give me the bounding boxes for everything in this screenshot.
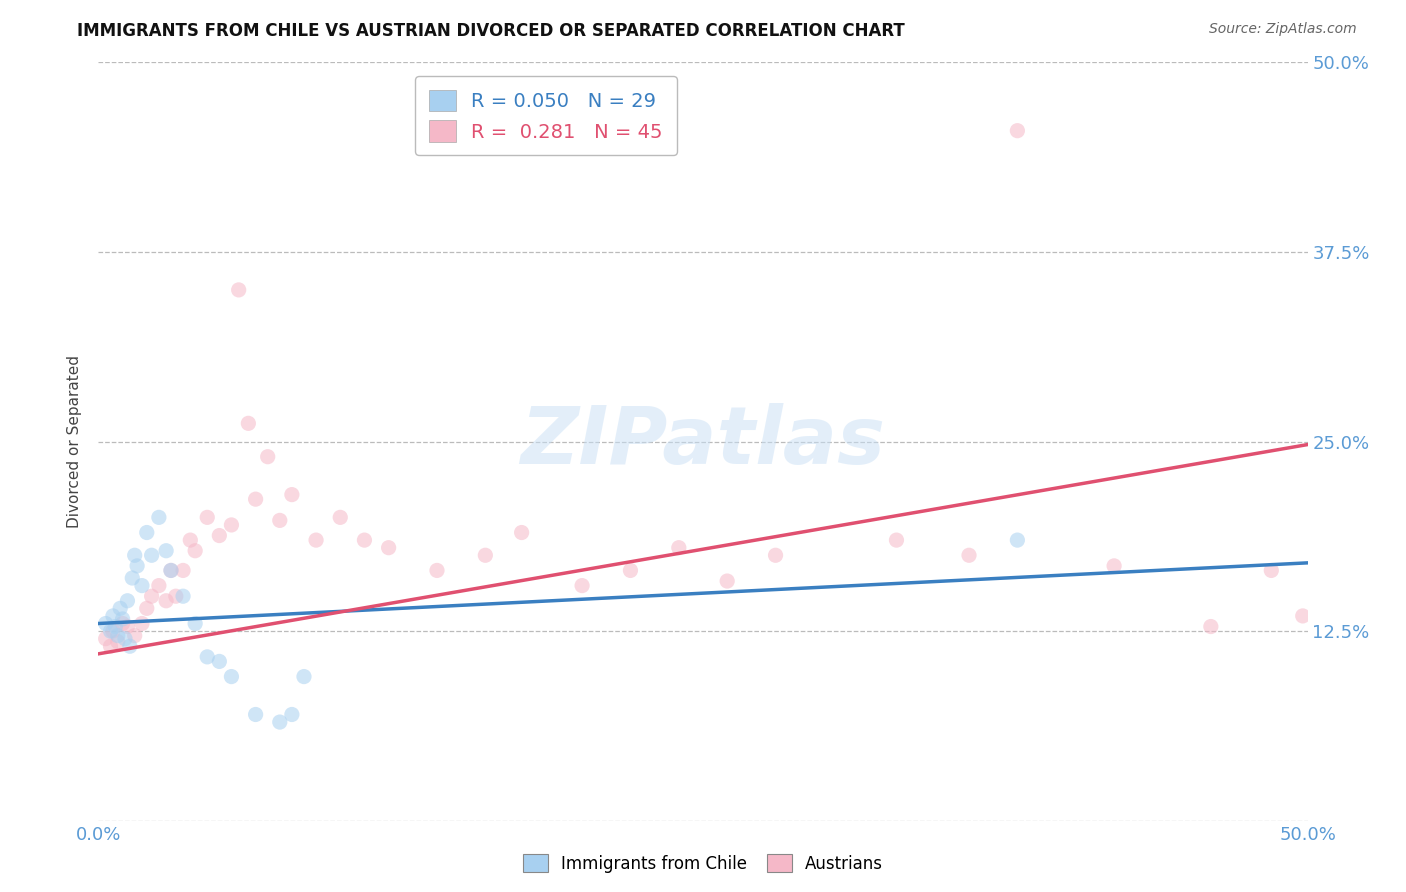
Point	[111, 616, 134, 631]
Y-axis label: Divorced or Separated: Divorced or Separated	[67, 355, 83, 528]
Point	[107, 629, 129, 643]
Point	[269, 513, 291, 527]
Point	[124, 548, 146, 563]
Point	[1292, 608, 1315, 623]
Point	[281, 707, 304, 722]
Point	[1007, 123, 1029, 137]
Point	[94, 616, 117, 631]
Point	[141, 548, 163, 563]
Point	[160, 564, 183, 578]
Point	[269, 715, 291, 730]
Point	[184, 543, 207, 558]
Point	[155, 594, 177, 608]
Point	[1007, 533, 1029, 548]
Point	[886, 533, 908, 548]
Point	[329, 510, 352, 524]
Point	[221, 669, 243, 683]
Point	[195, 649, 218, 664]
Point	[111, 612, 134, 626]
Point	[668, 541, 690, 555]
Point	[377, 541, 399, 555]
Point	[135, 525, 157, 540]
Point	[100, 639, 122, 653]
Point	[208, 655, 231, 669]
Point	[155, 543, 177, 558]
Point	[117, 594, 139, 608]
Point	[179, 533, 201, 548]
Point	[1199, 619, 1222, 633]
Point	[292, 669, 315, 683]
Point	[104, 619, 127, 633]
Point	[245, 707, 267, 722]
Point	[228, 283, 250, 297]
Point	[957, 548, 980, 563]
Point	[172, 589, 194, 603]
Point	[118, 639, 141, 653]
Point	[1260, 564, 1282, 578]
Point	[716, 574, 738, 588]
Text: Source: ZipAtlas.com: Source: ZipAtlas.com	[1209, 22, 1357, 37]
Point	[108, 601, 131, 615]
Point	[426, 564, 449, 578]
Point	[353, 533, 375, 548]
Point	[619, 564, 641, 578]
Point	[256, 450, 278, 464]
Text: ZIPatlas: ZIPatlas	[520, 402, 886, 481]
Point	[135, 601, 157, 615]
Point	[148, 510, 170, 524]
Point	[131, 579, 153, 593]
Point	[141, 589, 163, 603]
Point	[160, 564, 183, 578]
Point	[117, 619, 139, 633]
Point	[474, 548, 496, 563]
Point	[1102, 558, 1125, 573]
Point	[124, 629, 146, 643]
Point	[94, 632, 117, 646]
Text: IMMIGRANTS FROM CHILE VS AUSTRIAN DIVORCED OR SEPARATED CORRELATION CHART: IMMIGRANTS FROM CHILE VS AUSTRIAN DIVORC…	[77, 22, 905, 40]
Point	[127, 558, 149, 573]
Legend: Immigrants from Chile, Austrians: Immigrants from Chile, Austrians	[516, 847, 890, 880]
Point	[281, 487, 304, 501]
Point	[184, 616, 207, 631]
Point	[107, 634, 129, 648]
Point	[101, 608, 124, 623]
Point	[114, 632, 136, 646]
Point	[510, 525, 533, 540]
Point	[765, 548, 787, 563]
Point	[245, 492, 267, 507]
Legend: R = 0.050   N = 29, R =  0.281   N = 45: R = 0.050 N = 29, R = 0.281 N = 45	[415, 76, 676, 155]
Point	[131, 616, 153, 631]
Point	[101, 624, 124, 639]
Point	[195, 510, 218, 524]
Point	[221, 517, 243, 532]
Point	[148, 579, 170, 593]
Point	[571, 579, 593, 593]
Point	[100, 624, 122, 639]
Point	[208, 528, 231, 542]
Point	[121, 571, 143, 585]
Point	[305, 533, 328, 548]
Point	[165, 589, 187, 603]
Point	[172, 564, 194, 578]
Point	[238, 417, 260, 431]
